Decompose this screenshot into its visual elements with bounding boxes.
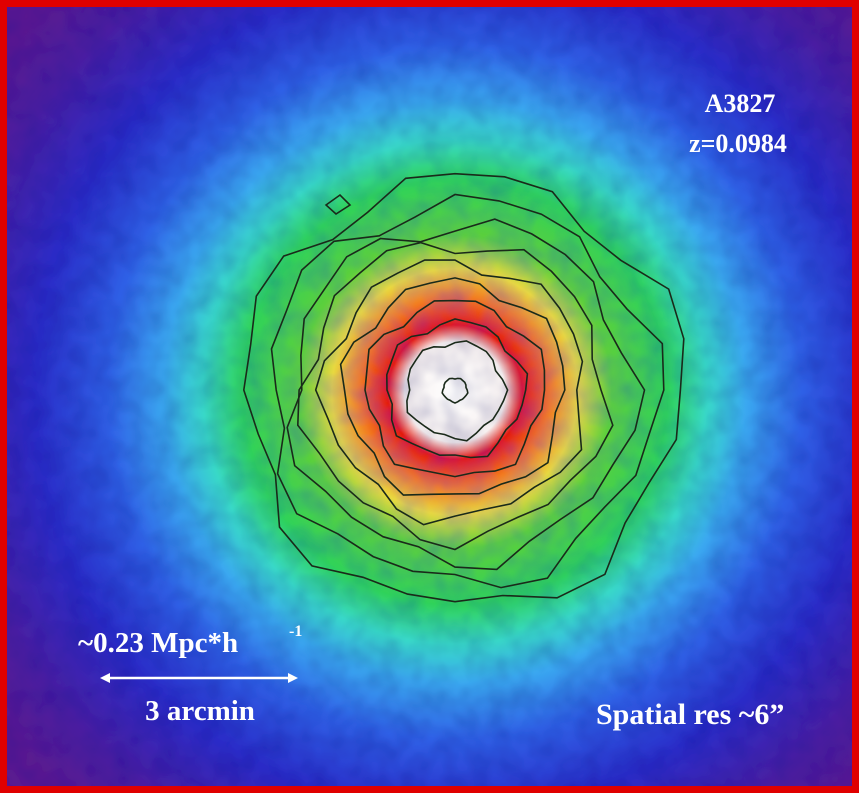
- heatmap: [7, 7, 852, 786]
- cluster-name: A3827: [705, 89, 776, 118]
- scale-physical: ~0.23 Mpc*h: [78, 627, 238, 659]
- resolution: Spatial res ~6”: [596, 698, 784, 731]
- redshift: z=0.0984: [689, 129, 787, 158]
- scale-angular: 3 arcmin: [145, 695, 255, 727]
- cluster-image: A3827 z=0.0984 ~0.23 Mpc*h -1 3 arcmin S…: [0, 0, 859, 793]
- scale-exponent: -1: [289, 623, 302, 640]
- page: A3827 z=0.0984 ~0.23 Mpc*h -1 3 arcmin S…: [0, 0, 859, 793]
